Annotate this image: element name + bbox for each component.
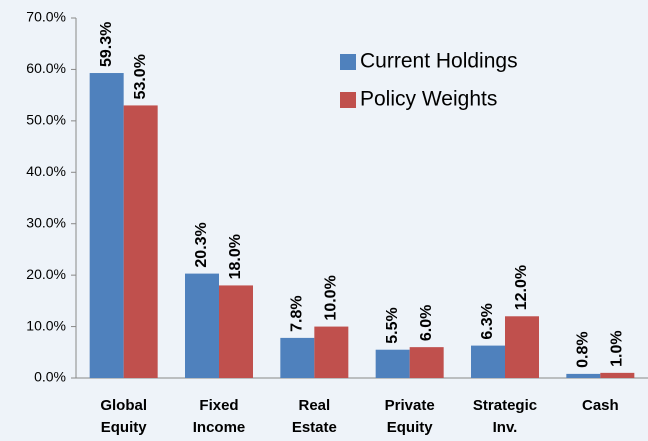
value-label: 18.0% [227,234,244,279]
x-tick-label: Equity [387,419,433,436]
y-tick-label: 50.0% [26,112,66,128]
y-tick-label: 40.0% [26,163,66,179]
y-tick-label: 20.0% [26,266,66,282]
y-tick-label: 0.0% [34,369,66,385]
y-tick-label: 30.0% [26,214,66,230]
x-tick-label: Real [298,397,330,414]
value-label: 12.0% [513,265,530,310]
x-tick-label: Global [100,397,147,414]
value-label: 0.8% [575,331,592,367]
bar [375,349,410,378]
x-tick-label: Inv. [493,419,518,436]
x-tick-label: Income [193,419,246,436]
bar [600,372,635,378]
bar [505,316,539,378]
value-label: 7.8% [289,295,306,331]
y-tick-label: 70.0% [26,9,66,25]
value-label: 6.0% [418,305,435,341]
bar [123,105,158,378]
value-label: 1.0% [609,330,626,366]
value-label: 6.3% [479,303,496,339]
legend-label: Policy Weights [360,88,497,111]
value-label: 5.5% [384,307,401,343]
bar [471,345,505,378]
bar [89,73,124,379]
bar [314,326,349,378]
value-label: 10.0% [323,275,340,320]
legend-label: Current Holdings [360,50,518,73]
bar [219,285,253,378]
bar [280,337,315,378]
x-tick-label: Fixed [199,397,238,414]
x-tick-label: Equity [101,419,147,436]
value-label: 53.0% [132,54,149,99]
y-tick-label: 10.0% [26,317,66,333]
x-tick-label: Estate [292,419,337,436]
legend-swatch [340,54,356,70]
bar [185,273,219,378]
value-label: 59.3% [98,22,115,67]
bar [566,373,601,378]
x-tick-label: Strategic [473,397,537,414]
y-tick-label: 60.0% [26,60,66,76]
x-tick-label: Cash [582,397,619,414]
x-tick-label: Private [385,397,435,414]
value-label: 20.3% [193,222,210,267]
bar [409,347,444,378]
legend-swatch [340,92,356,108]
